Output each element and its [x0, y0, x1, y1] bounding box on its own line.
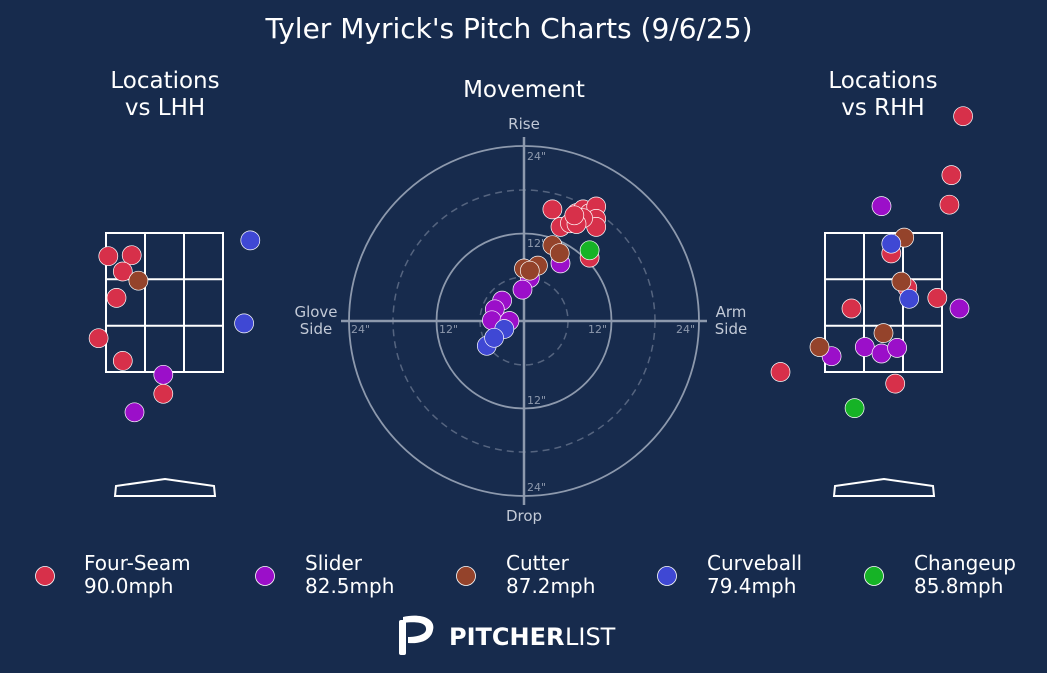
- rhh-four-seam-point: [941, 165, 962, 185]
- movement-grid: [341, 137, 707, 505]
- tick-12-bottom: 12": [527, 394, 546, 407]
- legend-speed-changeup: 85.8mph: [914, 574, 1003, 598]
- tick-12-right: 12": [588, 323, 607, 336]
- legend-speed-slider: 82.5mph: [305, 574, 394, 598]
- tick-24-bottom: 24": [527, 481, 546, 494]
- rhh-cutter-point: [873, 323, 894, 343]
- rhh-four-seam-point: [770, 362, 791, 382]
- axis-rise: Rise: [508, 115, 540, 133]
- movement-cutter-point: [519, 260, 540, 281]
- rhh-cutter-point: [809, 337, 830, 357]
- axis-glove-side-2: Side: [300, 320, 332, 338]
- lhh-four-seam-point: [121, 245, 142, 266]
- legend-label-four-seam: Four-Seam: [84, 551, 191, 575]
- movement-cutter-point: [549, 243, 570, 264]
- rhh-title-line2: vs RHH: [841, 95, 924, 121]
- legend-label-curveball: Curveball: [707, 551, 802, 575]
- lhh-cutter-point: [128, 270, 149, 291]
- tick-12-top: 12": [527, 237, 546, 250]
- rhh-home-plate: [832, 477, 936, 497]
- legend-label-changeup: Changeup: [914, 551, 1016, 575]
- rhh-four-seam-point: [927, 288, 948, 308]
- legend-marker-cutter: [456, 566, 476, 586]
- movement-points: [476, 196, 607, 356]
- lhh-four-seam-point: [88, 328, 109, 349]
- lhh-curveball-point: [240, 230, 261, 251]
- lhh-four-seam-point: [153, 383, 174, 404]
- legend-label-cutter: Cutter: [506, 551, 570, 575]
- legend-label-slider: Slider: [305, 551, 363, 575]
- lhh-points: [88, 230, 261, 423]
- lhh-title-line1: Locations: [110, 68, 219, 94]
- chart-title: Tyler Myrick's Pitch Charts (9/6/25): [264, 12, 752, 45]
- legend-marker-slider: [255, 566, 275, 586]
- movement-title: Movement: [463, 77, 585, 103]
- lhh-four-seam-point: [112, 351, 133, 371]
- legend-speed-four-seam: 90.0mph: [84, 574, 173, 598]
- tick-24-right: 24": [676, 323, 695, 336]
- rhh-four-seam-point: [841, 298, 862, 319]
- legend: Four-Seam 90.0mph Slider 82.5mph Cutter …: [35, 551, 1016, 598]
- rhh-slider-point: [949, 298, 970, 319]
- rhh-curveball-point: [881, 233, 902, 254]
- legend-marker-changeup: [864, 566, 884, 586]
- logo-text-light: LIST: [565, 623, 616, 651]
- lhh-four-seam-point: [112, 261, 133, 282]
- legend-marker-curveball: [657, 566, 677, 586]
- movement-slider-point: [512, 279, 533, 300]
- axis-arm-side-2: Side: [715, 320, 747, 338]
- legend-speed-curveball: 79.4mph: [707, 574, 796, 598]
- lhh-slider-point: [124, 402, 145, 423]
- axis-drop: Drop: [506, 507, 542, 525]
- pitcherlist-logo: PITCHER LIST: [399, 615, 616, 655]
- rhh-title-line1: Locations: [828, 68, 937, 94]
- lhh-four-seam-point: [98, 246, 119, 267]
- lhh-slider-point: [153, 364, 174, 385]
- rhh-slider-point: [854, 337, 875, 357]
- movement-changeup-point: [579, 240, 600, 261]
- movement-four-seam-point: [564, 205, 585, 226]
- rhh-four-seam-point: [939, 194, 960, 215]
- rhh-points: [770, 106, 973, 418]
- logo-text-bold: PITCHER: [449, 623, 564, 651]
- lhh-title-line2: vs LHH: [125, 95, 205, 121]
- lhh-home-plate: [113, 477, 217, 497]
- rhh-slider-point: [887, 338, 907, 358]
- rhh-four-seam-point: [953, 106, 973, 127]
- rhh-cutter-point: [891, 271, 912, 292]
- axis-arm-side-1: Arm: [716, 303, 747, 321]
- tick-24-top: 24": [527, 150, 546, 163]
- legend-speed-cutter: 87.2mph: [506, 574, 595, 598]
- rhh-four-seam-point: [885, 373, 906, 394]
- tick-24-left: 24": [351, 323, 370, 336]
- rhh-slider-point: [871, 196, 892, 216]
- axis-glove-side-1: Glove: [294, 303, 337, 321]
- movement-curveball-point: [484, 327, 504, 348]
- lhh-four-seam-point: [106, 288, 127, 308]
- lhh-curveball-point: [234, 313, 254, 334]
- rhh-curveball-point: [899, 288, 920, 309]
- tick-12-left: 12": [439, 323, 458, 336]
- rhh-changeup-point: [844, 398, 865, 418]
- movement-four-seam-point: [542, 199, 563, 220]
- legend-marker-four-seam: [35, 566, 55, 586]
- pitcherlist-p-icon: [399, 615, 434, 655]
